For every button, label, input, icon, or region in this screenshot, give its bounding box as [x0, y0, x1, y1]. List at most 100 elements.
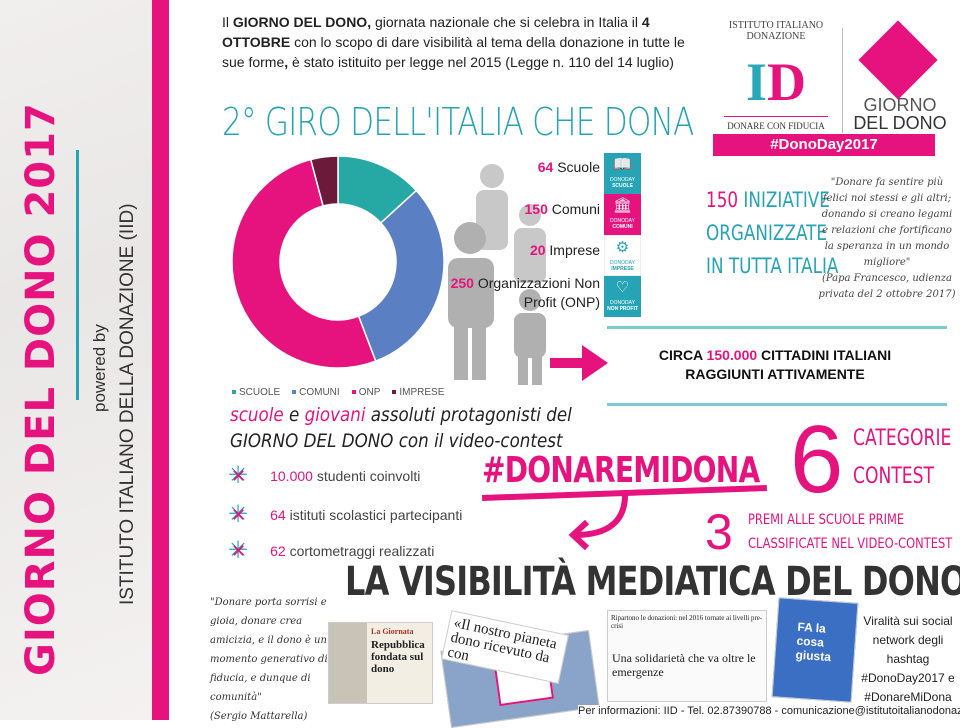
- building-icon: 🏛: [612, 197, 633, 214]
- pink-stripe: [152, 0, 169, 720]
- protagonists-text: scuole e giovani assoluti protagonisti d…: [230, 402, 572, 454]
- heart-icon: ♡: [615, 279, 630, 296]
- iniziative-number: 150: [706, 188, 739, 212]
- stat-onp: 250 Organizzazioni Non Profit (ONP): [450, 274, 600, 312]
- stat-number: 20: [529, 242, 546, 258]
- iniziative-line: IN TUTTA ITALIA: [706, 254, 839, 278]
- legend-item-imprese: IMPRESE: [392, 387, 444, 398]
- iniziative-line: ORGANIZZATE: [706, 221, 828, 245]
- bullet-item: ✳ 10.000 studenti coinvolti: [228, 464, 421, 488]
- legend-swatch: [292, 390, 297, 395]
- logo-mark: ID: [745, 52, 806, 112]
- tile-small: DONODAY: [610, 177, 635, 183]
- iid-logo: ISTITUTO ITALIANO DONAZIONE ID DONARE CO…: [716, 20, 836, 135]
- tile-non-profit: ♡ DONODAY NON PROFIT: [604, 276, 641, 317]
- bullet-number: 10.000: [270, 468, 313, 484]
- tile-imprese: ⚙ DONODAY IMPRESE: [604, 235, 641, 276]
- media-title: LA VISIBILITÀ MEDIATICA DEL DONO: [345, 559, 960, 605]
- donut-slice-imprese: [309, 155, 339, 207]
- intro-text: Il GIORNO DEL DONO, giornata nazionale c…: [222, 12, 692, 72]
- divider-line: [607, 326, 947, 329]
- circa-text: RAGGIUNTI ATTIVAMENTE: [685, 366, 865, 382]
- categories-label: CATEGORIE CONTEST: [853, 420, 951, 496]
- clip-kicker: La Giornata: [371, 627, 414, 636]
- tile-small: DONODAY: [610, 300, 635, 306]
- quote-text: "Donare fa sentire più felici noi stessi…: [821, 177, 953, 268]
- legend-item-onp: ONP: [351, 387, 381, 398]
- cat-line: CONTEST: [853, 464, 935, 489]
- divider-line: [607, 403, 947, 406]
- tv-text: FA la cosa giusta: [795, 619, 832, 665]
- legend-label: COMUNI: [299, 387, 340, 398]
- contest-hashtag: #DONAREMIDONA: [482, 450, 760, 491]
- tile-scuole: 📖 DONODAY SCUOLE: [604, 153, 641, 194]
- legend-label: IMPRESE: [399, 387, 445, 398]
- intro-part: Il: [222, 14, 233, 30]
- asterisk-icon: ✳: [228, 464, 248, 488]
- logo-motto: DONARE CON FIDUCIA: [724, 116, 828, 131]
- bullet-item: ✳ 62 cortometraggi realizzati: [228, 539, 435, 563]
- stat-number: 64: [537, 159, 554, 175]
- chart-legend: SCUOLE COMUNI ONP IMPRESE: [232, 387, 444, 398]
- curved-arrow-icon: [568, 494, 628, 551]
- asterisk-icon: ✳: [228, 539, 248, 563]
- pope-quote: "Donare fa sentire più felici noi stessi…: [818, 175, 956, 303]
- intro-part: è stato istituito per legge nel 2015 (Le…: [288, 54, 674, 70]
- powered-by: powered by: [90, 324, 109, 412]
- tv-screenshot: FA la cosa giusta: [771, 597, 859, 703]
- viral-text: Viralità sui social network degli hashta…: [861, 614, 955, 704]
- legend-label: ONP: [358, 387, 381, 398]
- asterisk-icon: ✳: [228, 503, 248, 527]
- quote-text: "Donare porta sorrisi e gioia, donare cr…: [210, 597, 328, 703]
- intro-bold: GIORNO DEL DONO,: [232, 14, 372, 30]
- book-icon: 📖: [613, 156, 632, 173]
- clip-top: Ripartono le donazioni: nel 2016 tornate…: [611, 614, 763, 630]
- logo-giorno: GIORNO: [863, 95, 937, 115]
- people-icon: [448, 164, 546, 385]
- legend-item-comuni: COMUNI: [292, 387, 340, 398]
- bullet-text: istituti scolastici partecipanti: [285, 507, 463, 523]
- circa-text: CIRCA: [658, 347, 707, 363]
- bullet-number: 62: [270, 543, 286, 559]
- protag-line: GIORNO DEL DONO con il video-contest: [230, 430, 563, 452]
- stat-number: 250: [450, 275, 474, 291]
- circa-number: 150.000: [706, 347, 758, 363]
- clip-headline: Repubblica fondata sul dono: [371, 639, 425, 675]
- section-heading: 2° GIRO DELL'ITALIA CHE DONA: [222, 100, 694, 144]
- stat-imprese: 20 Imprese: [530, 241, 600, 260]
- protag-word: scuole: [230, 404, 284, 426]
- legend-swatch: [392, 390, 397, 395]
- organization-name: ISTITUTO ITALIANO DELLA DONAZIONE (IID): [117, 203, 138, 605]
- logo-divider: [842, 28, 843, 133]
- stat-label: Scuole: [557, 159, 600, 175]
- logo: ISTITUTO ITALIANO DONAZIONE ID DONARE CO…: [708, 10, 952, 158]
- newspaper-clip-3: Ripartono le donazioni: nel 2016 tornate…: [607, 610, 767, 702]
- bullet-number: 64: [270, 507, 286, 523]
- side-title: GIORNO DEL DONO 2017: [18, 102, 64, 676]
- prizes-number: 3: [705, 504, 733, 560]
- stat-number: 150: [524, 201, 548, 217]
- iniziative-text: 150 INIZIATIVE ORGANIZZATE IN TUTTA ITAL…: [706, 184, 838, 283]
- legend-item-scuole: SCUOLE: [232, 387, 280, 398]
- protag-word: e: [283, 404, 305, 426]
- bullet-text: studenti coinvolti: [312, 468, 421, 484]
- tile-comuni: 🏛 DONODAY COMUNI: [604, 194, 641, 235]
- stat-comuni: 150 Comuni: [525, 200, 601, 219]
- bullet-text: cortometraggi realizzati: [285, 543, 435, 559]
- logo-del-dono: DEL DONO: [853, 113, 947, 133]
- arrow-right-icon: [550, 345, 608, 381]
- intro-bold: 4 OTTOBRE: [222, 14, 650, 50]
- legend-swatch: [351, 390, 356, 395]
- stat-label: Imprese: [549, 242, 600, 258]
- footer-contact: Per informazioni: IID - Tel. 02.87390788…: [578, 705, 960, 717]
- tile-label: COMUNI: [612, 224, 633, 230]
- premi-line: PREMI ALLE SCUOLE PRIME: [748, 512, 905, 528]
- giorno-del-dono-logo: GIORNO DEL DONO: [850, 96, 950, 132]
- gears-icon: ⚙: [615, 239, 630, 256]
- donut-chart: [231, 155, 445, 369]
- newspaper-clip-1: La Giornata Repubblica fondata sul dono: [328, 622, 433, 704]
- tile-label: IMPRESE: [611, 266, 634, 272]
- diamond-icon: [858, 20, 938, 100]
- quote-source: (Papa Francesco, udienza privata del 2 o…: [818, 273, 956, 300]
- premi-line: CLASSIFICATE NEL VIDEO-CONTEST: [748, 536, 953, 552]
